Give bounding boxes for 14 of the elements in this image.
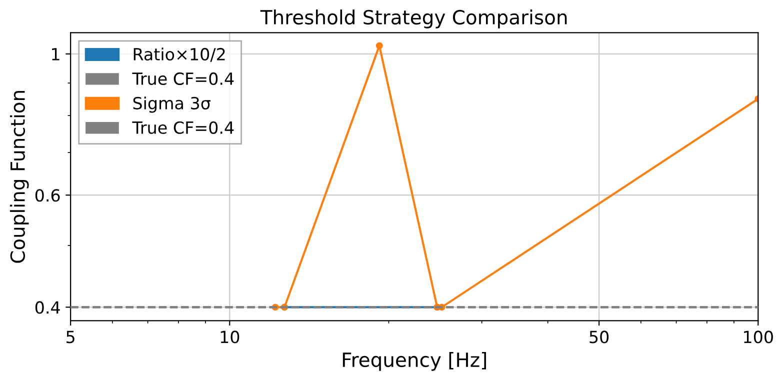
legend-label: True CF=0.4 <box>132 121 234 134</box>
y-tick-label: 0.4 <box>35 301 60 314</box>
y-tick-label: 1 <box>52 48 60 60</box>
x-tick-label: 10 <box>220 330 240 344</box>
x-tick-label: 50 <box>590 330 609 344</box>
legend-label: True CF=0.4 <box>132 72 234 86</box>
y-tick-label: 0.6 <box>35 189 60 202</box>
y-axis-title: Coupling Function <box>10 91 29 263</box>
legend-label: Sigma 3σ <box>133 96 210 113</box>
legend-label: Ratio×10/2 <box>134 48 225 62</box>
chart-title: Threshold Strategy Comparison <box>260 10 567 28</box>
x-axis-title: Frequency [Hz] <box>342 352 486 371</box>
x-tick-label: 5 <box>66 330 74 344</box>
x-tick-label: 100 <box>744 330 773 344</box>
